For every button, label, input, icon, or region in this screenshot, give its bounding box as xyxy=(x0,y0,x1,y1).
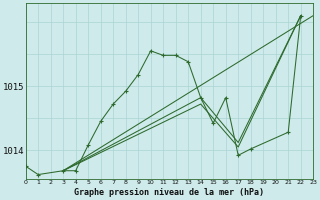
X-axis label: Graphe pression niveau de la mer (hPa): Graphe pression niveau de la mer (hPa) xyxy=(75,188,264,197)
